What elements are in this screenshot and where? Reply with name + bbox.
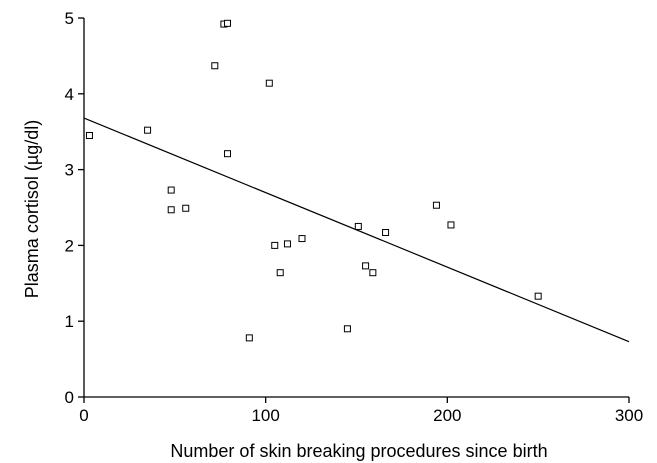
data-point <box>265 79 273 87</box>
data-point <box>382 229 390 237</box>
data-point <box>245 334 253 342</box>
data-point <box>167 186 175 194</box>
y-tick-label: 2 <box>65 236 74 255</box>
data-point <box>271 241 279 249</box>
data-point <box>167 206 175 214</box>
y-axis-title: Plasma cortisol (µg/dl) <box>22 120 42 298</box>
data-point <box>182 204 190 212</box>
y-tick-label: 3 <box>65 161 74 180</box>
data-point <box>354 222 362 230</box>
data-point <box>224 19 232 27</box>
y-tick-label: 5 <box>65 9 74 28</box>
data-point <box>298 235 306 243</box>
data-point <box>85 131 93 139</box>
data-point <box>447 221 455 229</box>
data-point <box>276 269 284 277</box>
data-point <box>211 62 219 70</box>
data-point <box>534 292 542 300</box>
data-point <box>362 262 370 270</box>
tick-labels: 0 1 2 3 4 5 0 100 200 300 <box>65 9 644 425</box>
data-point <box>283 240 291 248</box>
data-point <box>343 325 351 333</box>
data-point <box>144 126 152 134</box>
x-axis-title: Number of skin breaking procedures since… <box>170 441 547 461</box>
data-point <box>224 150 232 158</box>
x-tick-label: 100 <box>251 406 279 425</box>
data-points <box>85 19 542 342</box>
data-point <box>369 269 377 277</box>
x-tick-label: 300 <box>615 406 643 425</box>
x-tick-label: 0 <box>79 406 88 425</box>
y-tick-label: 1 <box>65 312 74 331</box>
y-tick-label: 0 <box>65 388 74 407</box>
data-point <box>432 201 440 209</box>
y-tick-label: 4 <box>65 85 74 104</box>
x-tick-label: 200 <box>433 406 461 425</box>
axes <box>78 17 630 403</box>
